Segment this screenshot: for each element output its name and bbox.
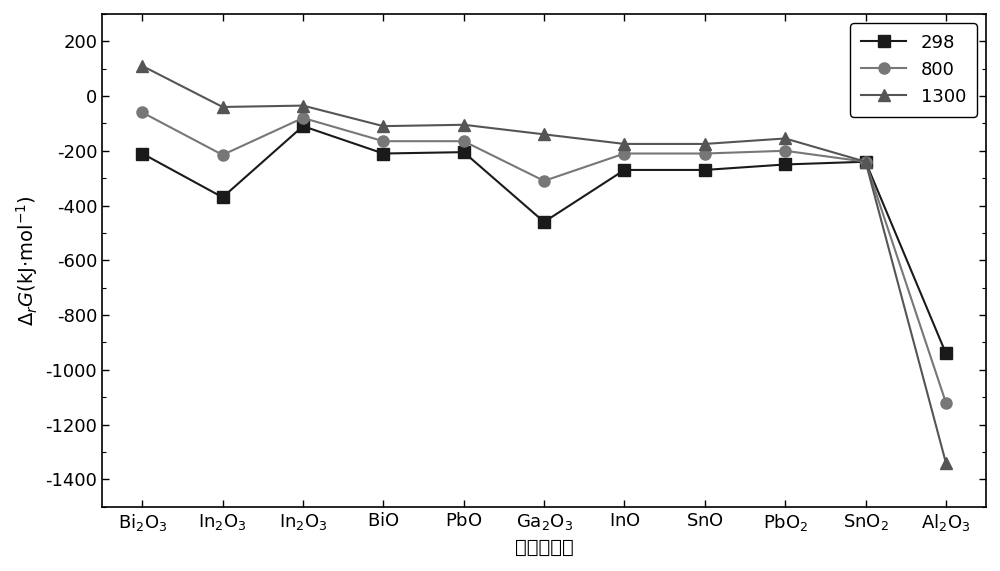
298	[618, 167, 630, 174]
1300	[699, 140, 711, 147]
298	[699, 167, 711, 174]
800	[699, 150, 711, 157]
298	[538, 219, 550, 226]
800	[538, 178, 550, 184]
298	[940, 350, 952, 357]
Y-axis label: $\Delta_r G(\mathrm{kJ{\cdot}mol^{-1}})$: $\Delta_r G(\mathrm{kJ{\cdot}mol^{-1}})$	[14, 195, 40, 325]
X-axis label: 金属氧化物: 金属氧化物	[515, 538, 573, 557]
1300	[297, 102, 309, 109]
800	[779, 147, 791, 154]
298	[297, 123, 309, 130]
298	[217, 194, 229, 201]
Line: 800: 800	[137, 107, 951, 408]
Line: 1300: 1300	[137, 61, 951, 468]
800	[940, 399, 952, 406]
1300	[538, 131, 550, 138]
800	[217, 151, 229, 158]
1300	[377, 123, 389, 130]
800	[458, 138, 470, 144]
800	[618, 150, 630, 157]
1300	[458, 122, 470, 128]
298	[136, 150, 148, 157]
298	[458, 148, 470, 155]
800	[860, 158, 872, 165]
298	[779, 161, 791, 168]
Line: 298: 298	[137, 120, 951, 359]
1300	[940, 460, 952, 467]
1300	[217, 103, 229, 110]
800	[297, 115, 309, 122]
1300	[136, 62, 148, 69]
1300	[618, 140, 630, 147]
1300	[779, 135, 791, 142]
800	[136, 109, 148, 116]
1300	[860, 158, 872, 165]
Legend: 298, 800, 1300: 298, 800, 1300	[850, 23, 977, 116]
800	[377, 138, 389, 144]
298	[860, 158, 872, 165]
298	[377, 150, 389, 157]
